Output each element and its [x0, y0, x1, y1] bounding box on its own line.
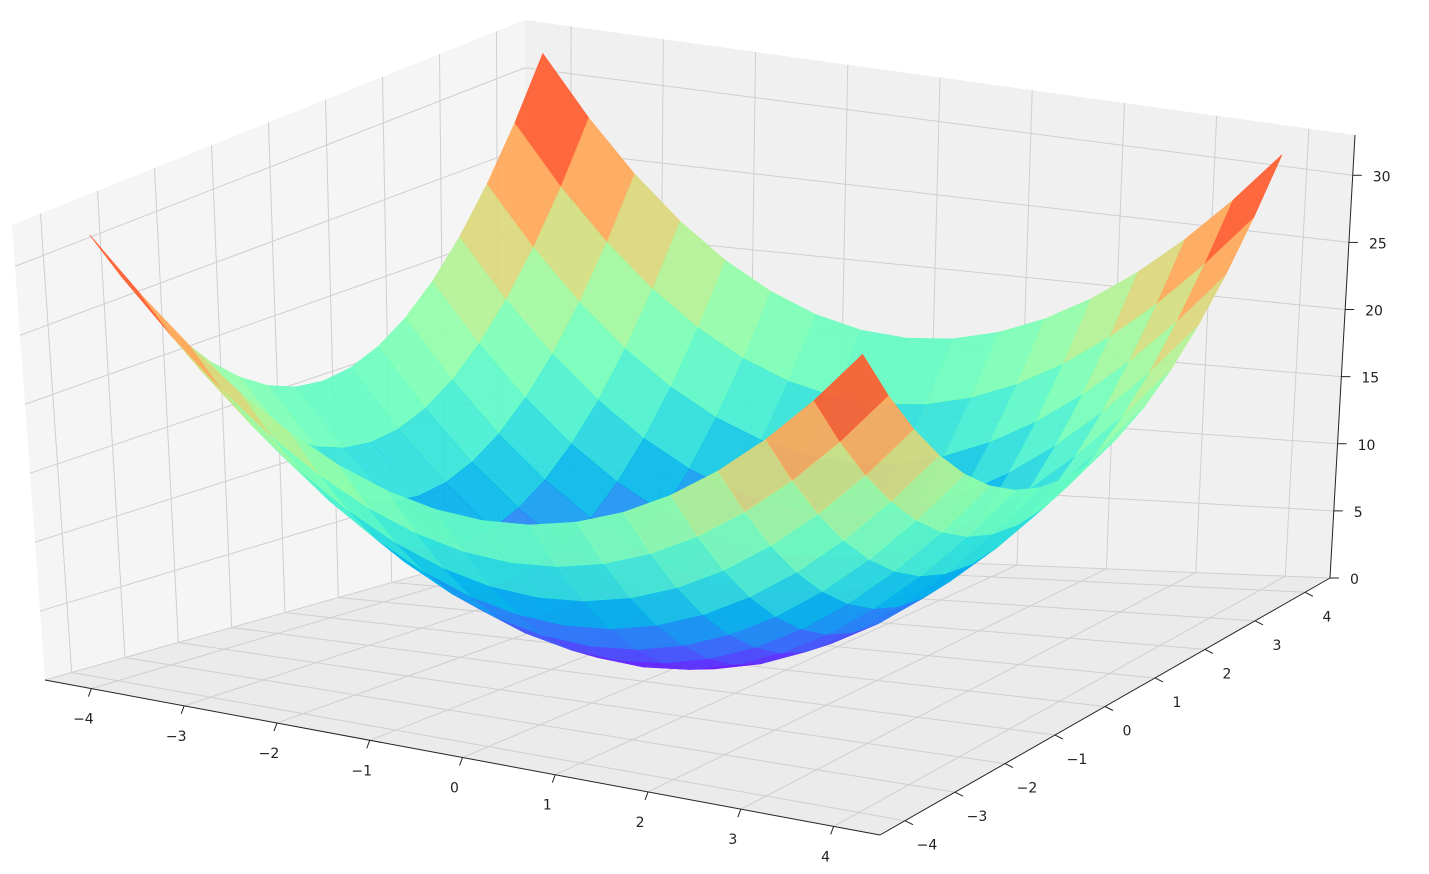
y-tick-label: −2	[1017, 781, 1038, 797]
y-tick-label: −4	[917, 838, 938, 854]
x-tick-label: −1	[351, 763, 372, 779]
x-tick-label: −4	[73, 712, 94, 728]
y-tick	[1104, 706, 1114, 711]
surface-facet	[813, 353, 889, 442]
grid-line	[97, 190, 126, 658]
x-tick-label: 3	[728, 832, 737, 848]
grid-line	[1195, 115, 1218, 573]
grid-line	[178, 642, 1006, 765]
grid-line	[154, 168, 179, 643]
y-tick	[1154, 677, 1164, 683]
grid-line	[325, 99, 339, 598]
x-tick	[87, 688, 92, 697]
x-tick-label: 2	[636, 815, 645, 831]
x-tick	[551, 774, 556, 783]
y-tick	[954, 791, 964, 797]
grid-line	[524, 67, 1353, 176]
z-tick-label: 5	[1354, 505, 1363, 521]
x-tick	[644, 791, 649, 801]
z-tick-label: 25	[1369, 236, 1387, 252]
grid-line	[19, 146, 526, 336]
y-tick	[1204, 648, 1214, 654]
y-tick	[1304, 591, 1314, 597]
x-tick-label: 4	[821, 849, 830, 865]
y-tick	[1054, 734, 1064, 740]
y-tick-label: 3	[1273, 638, 1282, 654]
x-tick	[459, 757, 463, 766]
x-tick	[273, 722, 278, 732]
y-tick-label: −1	[1067, 752, 1088, 768]
y-tick-label: 2	[1223, 666, 1232, 682]
grid-line	[40, 213, 73, 673]
x-tick-label: 1	[543, 798, 552, 814]
y-tick-label: 1	[1173, 695, 1182, 711]
x-tick	[830, 826, 835, 835]
grid-line	[71, 672, 906, 822]
y-tick	[1254, 620, 1264, 626]
x-tick	[366, 740, 371, 749]
x-tick-label: 0	[450, 781, 459, 797]
floor-pane	[45, 545, 1330, 835]
x-tick	[180, 705, 185, 715]
z-tick-label: 20	[1365, 304, 1383, 320]
z-tick-label: 15	[1361, 371, 1379, 387]
grid-line	[24, 226, 526, 405]
x-tick-label: −3	[166, 729, 187, 745]
grid-line	[268, 122, 286, 613]
z-tick-label: 30	[1373, 169, 1391, 185]
x-tick-label: −2	[259, 746, 280, 762]
y-tick-label: 4	[1323, 609, 1332, 625]
z-tick-label: 0	[1350, 572, 1359, 588]
grid-line	[231, 627, 1056, 736]
grid-line	[124, 657, 956, 793]
x-tick	[737, 808, 742, 818]
grid-line	[14, 67, 526, 267]
z-tick-label: 10	[1358, 438, 1376, 454]
y-tick	[1004, 763, 1014, 769]
z-axis-line	[1329, 134, 1356, 579]
y-tick-label: −3	[967, 809, 988, 825]
y-tick-label: 0	[1123, 724, 1132, 740]
y-tick	[904, 820, 914, 826]
grid-line	[1284, 128, 1310, 577]
